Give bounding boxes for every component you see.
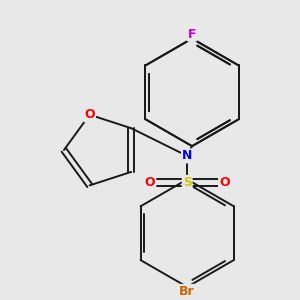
Text: N: N xyxy=(182,149,192,162)
Text: F: F xyxy=(188,28,196,41)
Text: S: S xyxy=(183,176,192,189)
Text: O: O xyxy=(145,176,155,189)
Text: O: O xyxy=(84,108,95,121)
Text: O: O xyxy=(219,176,230,189)
Text: Br: Br xyxy=(179,285,195,298)
